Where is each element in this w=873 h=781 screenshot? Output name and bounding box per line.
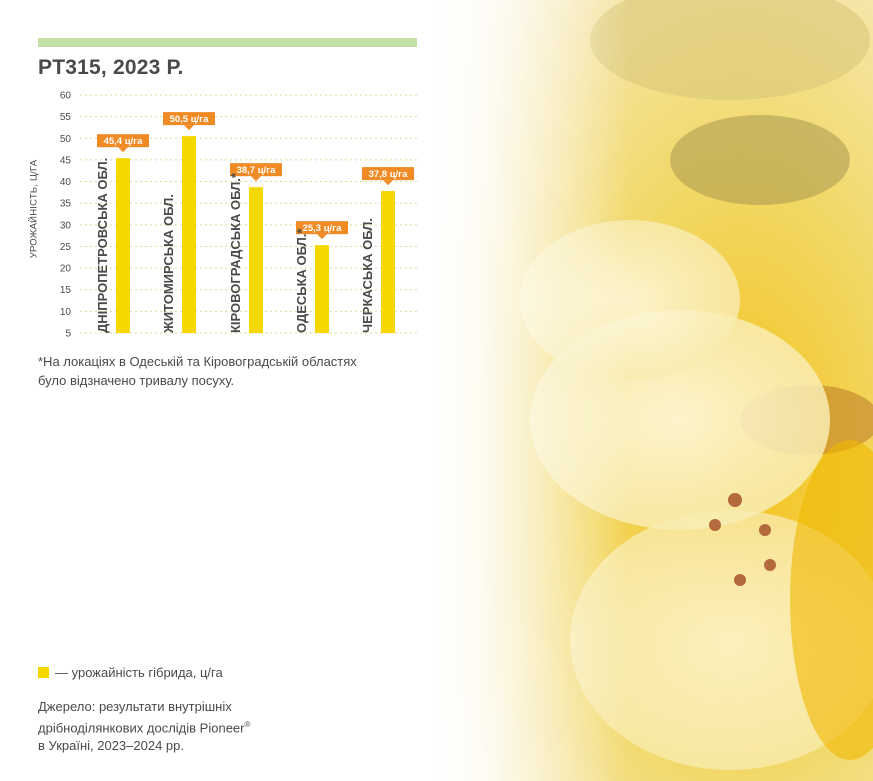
value-label-box <box>163 112 215 126</box>
value-label-box <box>362 167 414 181</box>
y-tick-label: 35 <box>60 199 72 210</box>
source-line-2: дрібноділянкових дослідів Pioneer® <box>38 716 338 737</box>
category-label: ЧЕРКАСЬКА ОБЛ. <box>360 218 375 333</box>
source-note: Джерело: результати внутрішніх дрібноділ… <box>38 698 338 755</box>
bar <box>116 158 130 333</box>
category-label: ОДЕСЬКА ОБЛ.* <box>294 228 309 333</box>
y-tick-label: 5 <box>65 329 71 340</box>
value-label-box <box>296 221 348 235</box>
y-tick-label: 55 <box>60 112 72 123</box>
value-label: 38,7 ц/га <box>237 165 277 176</box>
value-label-box <box>230 163 282 177</box>
value-label-pointer <box>118 147 128 153</box>
background-flower-photo <box>430 0 873 781</box>
y-tick-label: 30 <box>60 220 72 231</box>
source-line-2-text: дрібноділянкових дослідів Pioneer <box>38 720 245 736</box>
y-tick-label: 40 <box>60 177 72 188</box>
bar <box>249 187 263 333</box>
y-tick-label: 25 <box>60 242 72 253</box>
chart-title: PT315, 2023 Р. <box>38 56 184 79</box>
registered-mark: ® <box>244 720 251 729</box>
y-tick-label: 50 <box>60 134 72 145</box>
y-tick-label: 20 <box>60 264 72 275</box>
category-label: ДНІПРОПЕТРОВСЬКА ОБЛ. <box>95 158 110 333</box>
footnote: *На локаціях в Одеській та Кіровоградськ… <box>38 354 357 388</box>
bar <box>182 136 196 333</box>
header-accent-bar <box>38 38 417 47</box>
value-label-pointer <box>251 176 261 182</box>
legend-label: — урожайність гібрида, ц/га <box>55 665 223 680</box>
bar <box>315 245 329 333</box>
value-label-pointer <box>184 125 194 131</box>
category-label: КІРОВОГРАДСЬКА ОБЛ.* <box>228 172 243 333</box>
legend: — урожайність гібрида, ц/га <box>38 665 223 680</box>
value-label: 37,8 ц/га <box>369 169 409 180</box>
legend-swatch <box>38 667 49 678</box>
y-tick-label: 10 <box>60 307 72 318</box>
source-line-3: в Україні, 2023–2024 рр. <box>38 738 184 754</box>
value-label-pointer <box>317 234 327 240</box>
y-tick-label: 15 <box>60 285 72 296</box>
bar <box>381 191 395 333</box>
value-label-box <box>97 134 149 148</box>
source-line-1: Джерело: результати внутрішніх <box>38 699 232 714</box>
value-label-pointer <box>383 180 393 186</box>
y-tick-label: 45 <box>60 155 72 166</box>
value-label: 45,4 ц/га <box>104 136 144 147</box>
value-label: 25,3 ц/га <box>303 223 343 234</box>
category-label: ЖИТОМИРСЬКА ОБЛ. <box>161 194 176 334</box>
value-label: 50,5 ц/га <box>170 114 210 125</box>
y-tick-label: 60 <box>60 91 72 102</box>
